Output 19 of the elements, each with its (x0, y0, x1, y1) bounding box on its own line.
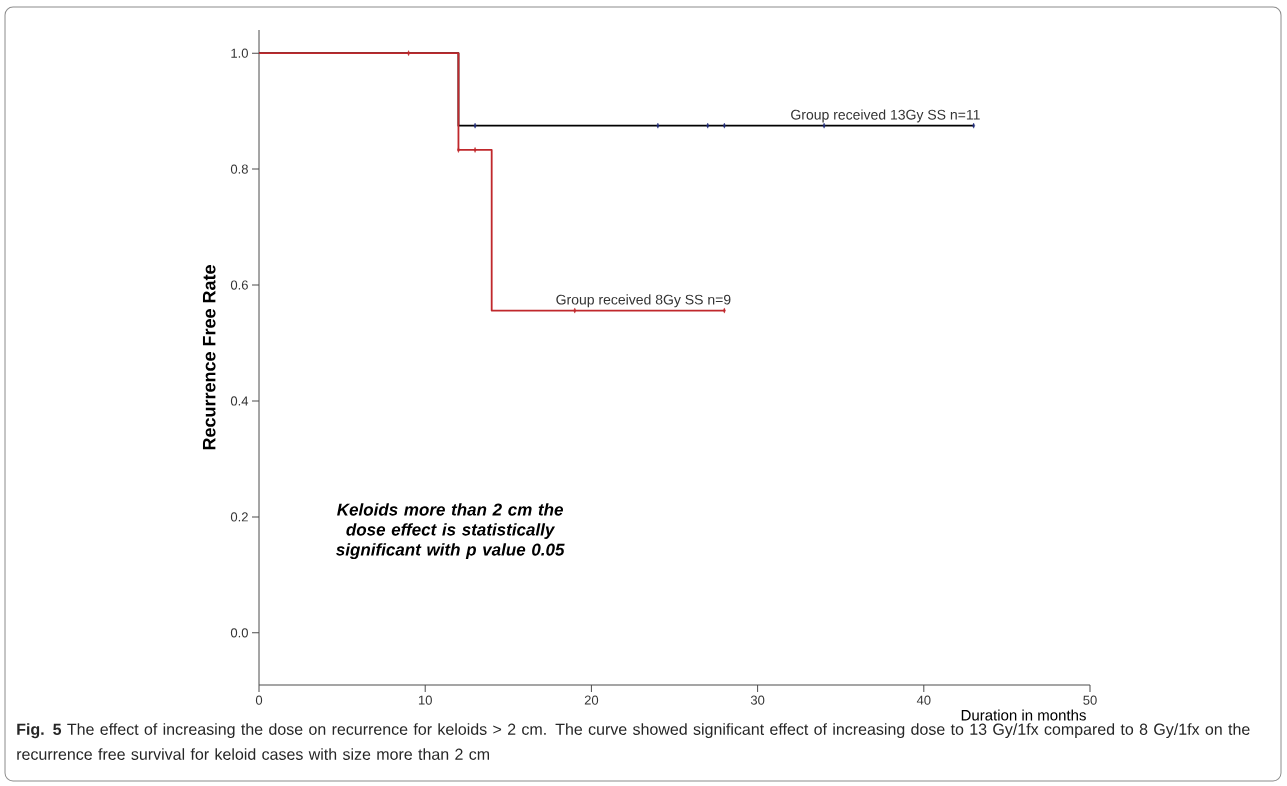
x-tick-label: 10 (418, 695, 432, 705)
x-axis-title: Duration in months (961, 709, 1086, 721)
x-tick-label: 0 (255, 695, 263, 705)
y-tick-label: 0.4 (230, 396, 249, 406)
point (473, 147, 477, 153)
y-tick-label: 1.0 (231, 48, 248, 58)
y-tick-label: 0.2 (230, 512, 248, 522)
x-tick-label: 30 (750, 695, 765, 705)
annotation: Keloids more than 2 cm the dose effect is statistically significant with p value 0.05 (336, 503, 565, 559)
y-tick-label: 0.8 (230, 164, 248, 174)
y-tick-label: 0.6 (230, 280, 248, 290)
y-axis-title: Recurrence Free Rate (202, 265, 216, 450)
series-label: Group received 8Gy SS n=9 (556, 294, 731, 308)
x-tick-label: 20 (584, 695, 599, 705)
text: Fig. 5 The effect of increasing the dose on recurrence for keloids > 2 cm. The curve showed significant effect of increasing dose to 13 Gy/1fx compared to 8 Gy/1fx on the recurrence free survival for keloid cases with size more than 2 cm (17, 723, 1250, 760)
series-label: Group received 13Gy SS n=11 (791, 109, 980, 123)
x-tick-label: 40 (916, 695, 931, 705)
x-tick-label: 50 (1083, 695, 1097, 705)
y-tick-label: 0.0 (230, 628, 248, 638)
